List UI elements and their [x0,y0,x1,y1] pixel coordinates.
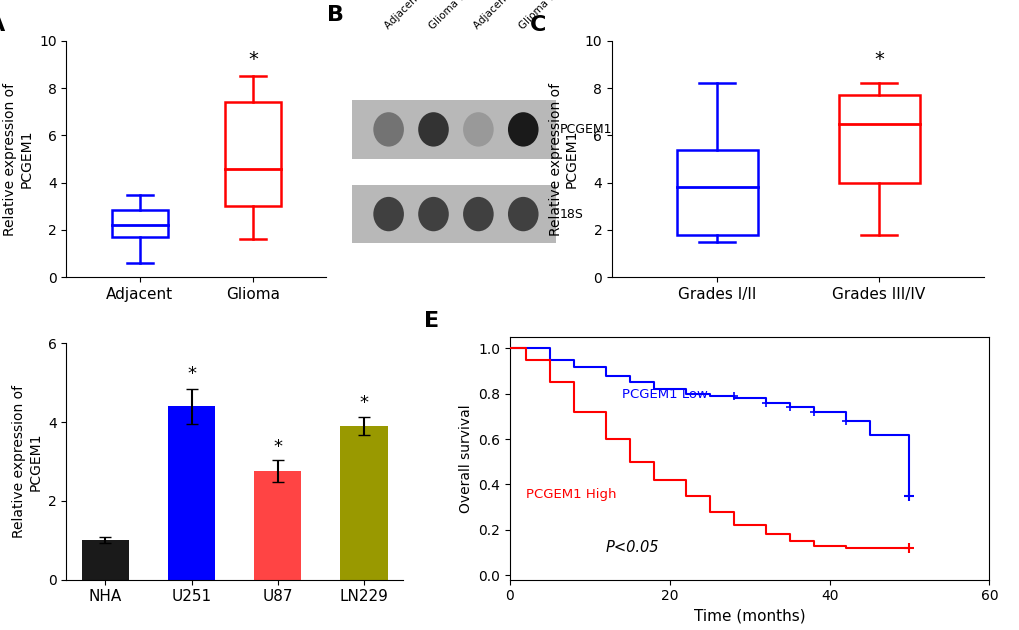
Bar [111,210,168,237]
Text: Glioma #2: Glioma #2 [517,0,562,32]
Y-axis label: Overall survival: Overall survival [459,404,472,513]
Ellipse shape [418,112,448,147]
Text: E: E [423,311,438,331]
Ellipse shape [463,197,493,231]
Y-axis label: Relative expression of
PCGEM1: Relative expression of PCGEM1 [12,385,42,538]
Text: PCGEM1: PCGEM1 [559,123,611,136]
Ellipse shape [373,197,404,231]
Bar [82,540,128,580]
Y-axis label: Relative expression of
PCGEM1: Relative expression of PCGEM1 [3,83,34,236]
Text: *: * [873,50,883,69]
Text: P<0.05: P<0.05 [605,541,658,556]
FancyBboxPatch shape [352,100,555,159]
Ellipse shape [418,197,448,231]
Ellipse shape [507,112,538,147]
Text: C: C [530,16,546,35]
Bar [676,149,757,234]
Ellipse shape [463,112,493,147]
Bar [168,406,215,580]
Text: B: B [327,5,344,25]
FancyBboxPatch shape [352,185,555,243]
Ellipse shape [507,197,538,231]
Bar [254,471,301,580]
Text: Adjacent #1: Adjacent #1 [382,0,435,32]
Text: PCGEM1 Low: PCGEM1 Low [622,388,707,401]
Text: 18S: 18S [559,207,583,220]
Text: PCGEM1 High: PCGEM1 High [526,488,615,501]
Bar [838,95,919,183]
Text: A: A [0,16,5,35]
Ellipse shape [373,112,404,147]
Text: *: * [248,50,258,69]
Text: *: * [186,365,196,382]
Text: *: * [359,394,368,412]
Text: Adjacent #2: Adjacent #2 [472,0,525,32]
Y-axis label: Relative expression of
PCGEM1: Relative expression of PCGEM1 [548,83,579,236]
Bar [224,102,281,206]
X-axis label: Time (months): Time (months) [693,609,805,624]
Text: Glioma #1: Glioma #1 [427,0,473,32]
Text: *: * [273,438,282,455]
Bar [340,426,387,580]
